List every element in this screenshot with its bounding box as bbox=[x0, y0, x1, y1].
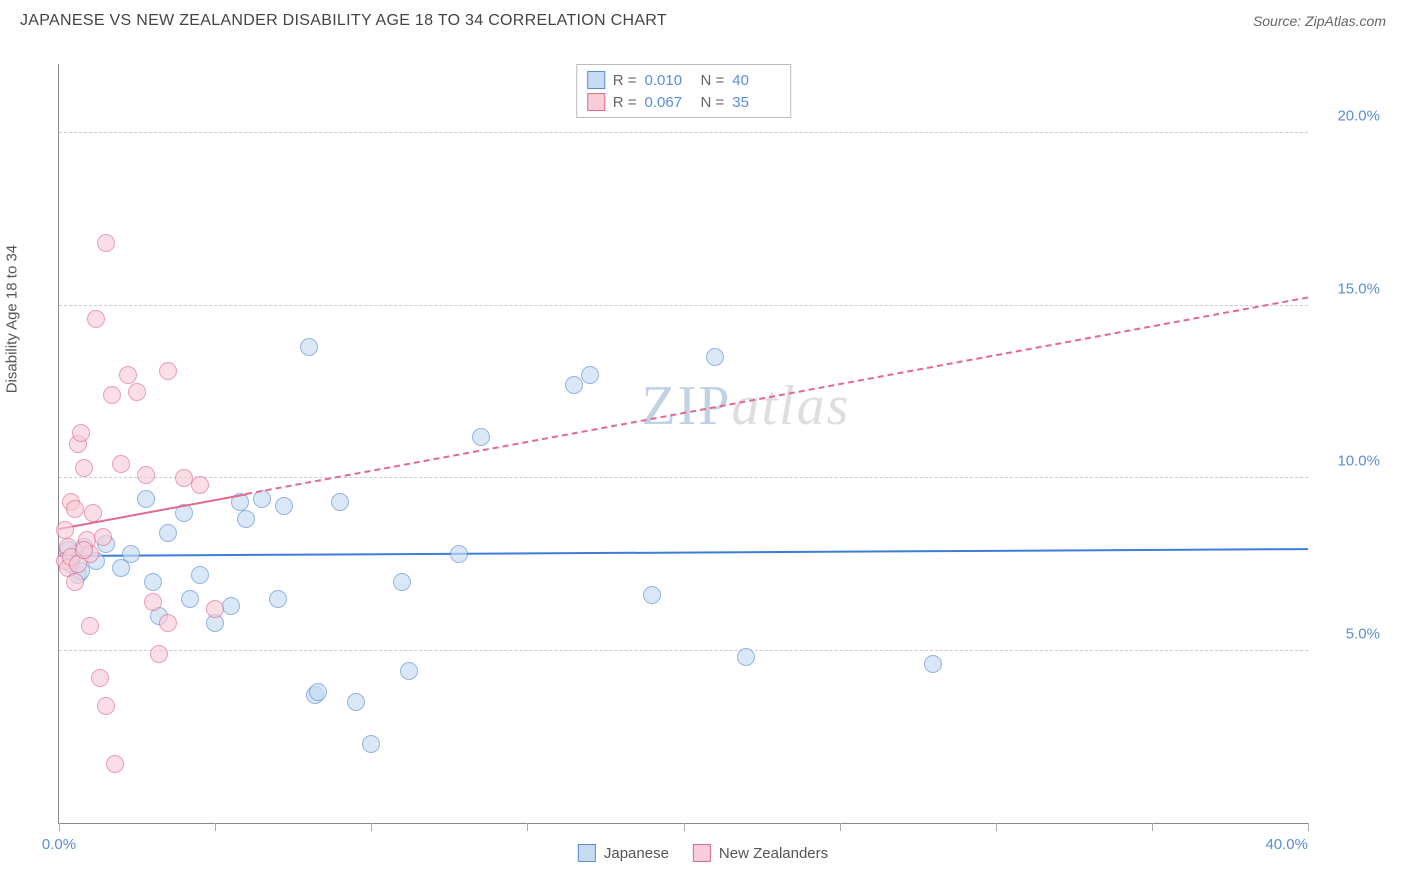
data-point bbox=[75, 541, 93, 559]
data-point bbox=[347, 693, 365, 711]
x-tick bbox=[996, 823, 997, 831]
x-tick bbox=[527, 823, 528, 831]
legend-label: Japanese bbox=[604, 845, 669, 862]
legend-swatch bbox=[587, 93, 605, 111]
trend-line bbox=[59, 548, 1308, 557]
data-point bbox=[97, 234, 115, 252]
data-point bbox=[91, 669, 109, 687]
y-tick-label: 5.0% bbox=[1346, 625, 1380, 642]
legend-item: Japanese bbox=[578, 844, 669, 862]
data-point bbox=[128, 383, 146, 401]
legend-r-value: 0.067 bbox=[645, 94, 693, 111]
data-point bbox=[643, 586, 661, 604]
legend-n-label: N = bbox=[701, 94, 725, 111]
data-point bbox=[181, 590, 199, 608]
data-point bbox=[112, 455, 130, 473]
correlation-legend: R = 0.010 N = 40 R = 0.067 N = 35 bbox=[576, 64, 792, 118]
legend-swatch bbox=[693, 844, 711, 862]
data-point bbox=[706, 348, 724, 366]
chart-container: Disability Age 18 to 34 ZIPatlas R =0.01… bbox=[18, 44, 1388, 874]
data-point bbox=[106, 755, 124, 773]
data-point bbox=[222, 597, 240, 615]
data-point bbox=[206, 600, 224, 618]
data-point bbox=[924, 655, 942, 673]
source-label: Source: ZipAtlas.com bbox=[1253, 13, 1386, 29]
data-point bbox=[450, 545, 468, 563]
gridline bbox=[59, 477, 1308, 478]
gridline bbox=[59, 650, 1308, 651]
legend-row: R = 0.010 N = 40 bbox=[587, 69, 781, 91]
data-point bbox=[737, 648, 755, 666]
data-point bbox=[472, 428, 490, 446]
data-point bbox=[72, 424, 90, 442]
data-point bbox=[191, 476, 209, 494]
legend-r-value: 0.010 bbox=[645, 72, 693, 89]
data-point bbox=[75, 459, 93, 477]
legend-r-label: R = bbox=[613, 94, 637, 111]
x-tick-label: 40.0% bbox=[1265, 836, 1308, 853]
x-tick bbox=[840, 823, 841, 831]
legend-n-value: 40 bbox=[732, 72, 780, 89]
x-tick bbox=[59, 823, 60, 831]
legend-label: New Zealanders bbox=[719, 845, 828, 862]
data-point bbox=[87, 310, 105, 328]
gridline bbox=[59, 305, 1308, 306]
data-point bbox=[309, 683, 327, 701]
legend-n-value: 35 bbox=[732, 94, 780, 111]
data-point bbox=[150, 645, 168, 663]
data-point bbox=[362, 735, 380, 753]
legend-row: R = 0.067 N = 35 bbox=[587, 91, 781, 113]
data-point bbox=[400, 662, 418, 680]
data-point bbox=[159, 614, 177, 632]
plot-area: ZIPatlas R =0.010N =40R =0.067N =35 5.0%… bbox=[58, 64, 1308, 824]
x-tick bbox=[684, 823, 685, 831]
y-tick-label: 15.0% bbox=[1337, 280, 1380, 297]
data-point bbox=[159, 362, 177, 380]
data-point bbox=[269, 590, 287, 608]
data-point bbox=[159, 524, 177, 542]
x-tick bbox=[215, 823, 216, 831]
data-point bbox=[119, 366, 137, 384]
data-point bbox=[97, 697, 115, 715]
legend-n-label: N = bbox=[701, 72, 725, 89]
data-point bbox=[137, 466, 155, 484]
y-tick-label: 10.0% bbox=[1337, 453, 1380, 470]
data-point bbox=[565, 376, 583, 394]
data-point bbox=[103, 386, 121, 404]
data-point bbox=[144, 573, 162, 591]
legend-item: New Zealanders bbox=[693, 844, 828, 862]
x-tick bbox=[1308, 823, 1309, 831]
data-point bbox=[94, 528, 112, 546]
trend-line bbox=[246, 297, 1308, 495]
data-point bbox=[56, 521, 74, 539]
data-point bbox=[275, 497, 293, 515]
data-point bbox=[81, 617, 99, 635]
y-tick-label: 20.0% bbox=[1337, 108, 1380, 125]
x-tick bbox=[1152, 823, 1153, 831]
data-point bbox=[144, 593, 162, 611]
data-point bbox=[66, 573, 84, 591]
x-tick bbox=[371, 823, 372, 831]
data-point bbox=[191, 566, 209, 584]
data-point bbox=[137, 490, 155, 508]
watermark: ZIPatlas bbox=[641, 374, 850, 438]
series-legend: Japanese New Zealanders bbox=[578, 844, 828, 862]
legend-swatch bbox=[578, 844, 596, 862]
data-point bbox=[331, 493, 349, 511]
data-point bbox=[84, 504, 102, 522]
gridline bbox=[59, 132, 1308, 133]
chart-title: JAPANESE VS NEW ZEALANDER DISABILITY AGE… bbox=[20, 12, 667, 30]
x-tick-label: 0.0% bbox=[42, 836, 76, 853]
legend-r-label: R = bbox=[613, 72, 637, 89]
y-axis-label: Disability Age 18 to 34 bbox=[4, 245, 21, 393]
data-point bbox=[300, 338, 318, 356]
data-point bbox=[393, 573, 411, 591]
data-point bbox=[581, 366, 599, 384]
data-point bbox=[122, 545, 140, 563]
legend-swatch bbox=[587, 71, 605, 89]
data-point bbox=[237, 510, 255, 528]
data-point bbox=[66, 500, 84, 518]
